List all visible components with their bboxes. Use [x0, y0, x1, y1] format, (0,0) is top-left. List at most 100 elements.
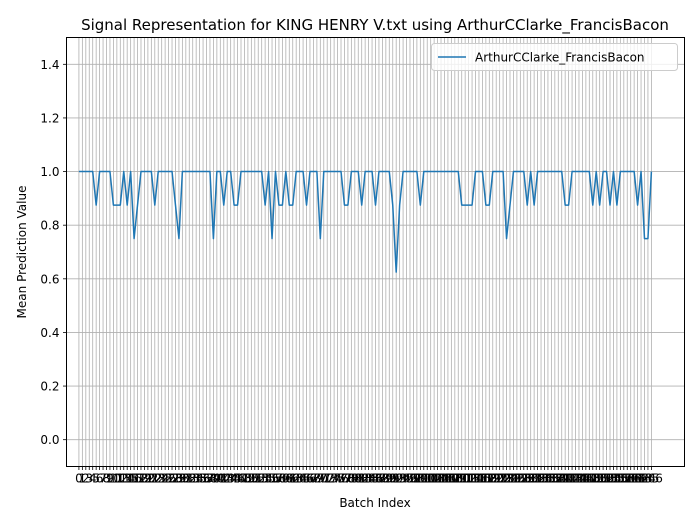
x-tick-label: 49 — [240, 472, 255, 486]
x-tick-label: 134 — [530, 472, 553, 486]
x-tick-label: 2 — [82, 472, 90, 486]
x-tick-label: 62 — [285, 472, 300, 486]
x-tick-label: 154 — [599, 472, 622, 486]
x-tick-label: 27 — [164, 472, 179, 486]
x-tick-label: 11 — [109, 472, 124, 486]
x-tick-label: 84 — [361, 472, 376, 486]
legend: ArthurCClarke_FrancisBacon — [431, 43, 678, 71]
x-tick-label: 46 — [230, 472, 245, 486]
x-tick-label: 138 — [543, 472, 566, 486]
x-tick-label: 146 — [571, 472, 594, 486]
chart-title: Signal Representation for KING HENRY V.t… — [81, 16, 669, 35]
x-tick-label: 56 — [264, 472, 279, 486]
x-tick-label: 60 — [278, 472, 293, 486]
x-tick-label: 126 — [502, 472, 525, 486]
x-tick-label: 22 — [147, 472, 162, 486]
x-tick-label: 158 — [612, 472, 635, 486]
x-tick-label: 26 — [161, 472, 176, 486]
x-tick-label: 136 — [536, 472, 559, 486]
x-tick-label: 122 — [488, 472, 511, 486]
x-tick-label: 5 — [92, 472, 100, 486]
x-tick-label: 52 — [251, 472, 266, 486]
x-tick-label: 23 — [151, 472, 166, 486]
x-tick-label: 61 — [282, 472, 297, 486]
x-tick-label: 17 — [130, 472, 145, 486]
x-tick-label: 99 — [413, 472, 428, 486]
x-tick-label: 153 — [595, 472, 618, 486]
x-tick-label: 149 — [581, 472, 604, 486]
x-tick-label: 112 — [454, 472, 477, 486]
x-tick-label: 18 — [133, 472, 148, 486]
x-tick-label: 44 — [223, 472, 238, 486]
x-tick-label: 94 — [395, 472, 410, 486]
x-tick-label: 130 — [516, 472, 539, 486]
x-tick-label: 28 — [168, 472, 183, 486]
x-tick-label: 38 — [202, 472, 217, 486]
x-tick-label: 16 — [126, 472, 141, 486]
x-tick-label: 150 — [585, 472, 608, 486]
x-tick-label: 135 — [533, 472, 556, 486]
x-tick-label: 77 — [337, 472, 352, 486]
x-tick-label: 156 — [605, 472, 628, 486]
x-tick-label: 165 — [636, 472, 659, 486]
x-tick-label: 12 — [113, 472, 128, 486]
x-tick-label: 121 — [485, 472, 508, 486]
series-lines — [78, 170, 653, 273]
x-tick-label: 86 — [368, 472, 383, 486]
x-tick-label: 4 — [89, 472, 97, 486]
x-tick-label: 68 — [306, 472, 321, 486]
x-tick-label: 105 — [430, 472, 453, 486]
x-tick-label: 101 — [416, 472, 439, 486]
x-tick-label: 106 — [433, 472, 456, 486]
x-tick-label: 140 — [550, 472, 573, 486]
x-tick-label: 133 — [526, 472, 549, 486]
x-tick-label: 64 — [292, 472, 307, 486]
y-tick-label: 0.0 — [40, 433, 59, 447]
x-tick-label: 129 — [512, 472, 535, 486]
x-tick-label: 131 — [519, 472, 542, 486]
x-tick-label: 125 — [499, 472, 522, 486]
x-tick-label: 166 — [640, 472, 663, 486]
y-tick-label: 1.2 — [40, 111, 59, 125]
x-tick-label: 3 — [85, 472, 93, 486]
x-tick-label: 162 — [626, 472, 649, 486]
x-tick-label: 90 — [382, 472, 397, 486]
x-tick-label: 116 — [468, 472, 491, 486]
y-tick-label: 0.6 — [40, 272, 59, 286]
x-tick-label: 117 — [471, 472, 494, 486]
x-tick-label: 113 — [457, 472, 480, 486]
x-tick-label: 119 — [478, 472, 501, 486]
x-tick-label: 115 — [464, 472, 487, 486]
x-tick-label: 0 — [75, 472, 83, 486]
x-tick-label: 13 — [116, 472, 131, 486]
x-tick-label: 111 — [450, 472, 473, 486]
x-tick-label: 81 — [351, 472, 366, 486]
x-tick-label: 6 — [96, 472, 104, 486]
x-tick-label: 15 — [123, 472, 138, 486]
x-tick-label: 87 — [371, 472, 386, 486]
x-tick-label: 74 — [326, 472, 341, 486]
x-tick-label: 58 — [271, 472, 286, 486]
x-tick-label: 41 — [213, 472, 228, 486]
x-tick-label: 33 — [185, 472, 200, 486]
x-tick-label: 59 — [275, 472, 290, 486]
x-tick-label: 73 — [323, 472, 338, 486]
x-tick-label: 88 — [375, 472, 390, 486]
x-tick-label: 25 — [157, 472, 172, 486]
y-axis-label: Mean Prediction Value — [15, 186, 29, 319]
x-tick-label: 82 — [354, 472, 369, 486]
x-axis: 0123456789101112131415161718192021222324… — [75, 466, 663, 486]
x-tick-label: 124 — [495, 472, 518, 486]
x-tick-label: 92 — [389, 472, 404, 486]
x-tick-label: 24 — [154, 472, 169, 486]
x-tick-label: 155 — [602, 472, 625, 486]
x-tick-label: 127 — [505, 472, 528, 486]
x-tick-label: 7 — [99, 472, 107, 486]
x-tick-label: 120 — [481, 472, 504, 486]
x-tick-label: 42 — [216, 472, 231, 486]
x-tick-label: 164 — [633, 472, 656, 486]
x-tick-label: 161 — [623, 472, 646, 486]
x-tick-label: 76 — [333, 472, 348, 486]
x-tick-label: 66 — [299, 472, 314, 486]
